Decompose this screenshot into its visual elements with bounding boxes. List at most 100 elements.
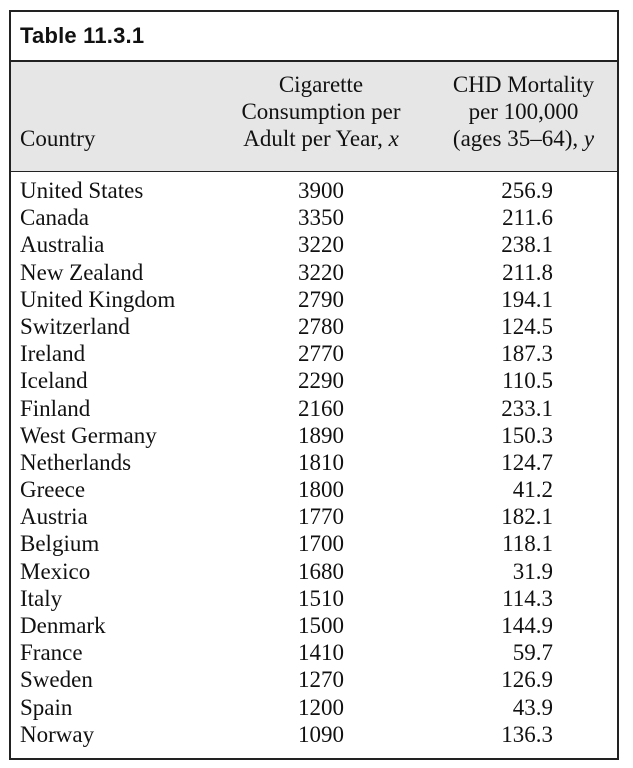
cell-country: Italy — [20, 585, 63, 611]
cell-cigarette-consumption: 1680 — [298, 558, 344, 584]
cell-chd-mortality: 256.9 — [501, 178, 553, 203]
header-chd-mortality: CHD Mortality per 100,000 (ages 35–64), … — [436, 71, 611, 152]
table-row: United Kingdom 2790 194.1 — [11, 286, 617, 313]
cell-cigarette-consumption: 1700 — [298, 531, 344, 557]
cell-chd-mortality: 238.1 — [501, 232, 553, 258]
cell-chd-mortality: 41.2 — [512, 477, 553, 503]
cell-country: West Germany — [20, 422, 157, 448]
cell-chd-mortality: 126.9 — [501, 667, 553, 693]
cell-country: France — [20, 640, 83, 666]
cell-cigarette-consumption: 1270 — [298, 667, 344, 693]
cell-chd-mortality: 144.9 — [501, 613, 553, 638]
table-row: Australia 3220 238.1 — [11, 231, 617, 258]
cell-chd-mortality: 43.9 — [512, 694, 553, 720]
table-row: Norway 1090 136.3 — [11, 721, 617, 748]
cell-cigarette-consumption: 1510 — [298, 585, 344, 611]
cell-cigarette-consumption: 2790 — [298, 286, 344, 312]
cell-country: United States — [20, 178, 144, 203]
cell-cigarette-consumption: 3900 — [298, 178, 344, 203]
cell-country: Netherlands — [20, 449, 132, 475]
header-y-variable: y — [583, 126, 595, 151]
table-row: United States 3900 256.9 — [11, 177, 617, 204]
cell-country: Spain — [20, 694, 73, 720]
table-header: Country Cigarette Consumption per Adult … — [11, 62, 617, 172]
table-body: United States 3900 256.9 Canada 3350 211.6 Aus… — [11, 177, 617, 748]
cell-chd-mortality: 150.3 — [501, 422, 553, 448]
header-y-line-2: per 100,000 — [468, 99, 579, 124]
cell-cigarette-consumption: 3220 — [298, 259, 344, 285]
table-row: Denmark 1500 144.9 — [11, 612, 617, 639]
cell-country: Finland — [20, 395, 91, 421]
cell-country: Belgium — [20, 531, 100, 557]
cell-chd-mortality: 233.1 — [501, 395, 553, 421]
cell-cigarette-consumption: 1410 — [298, 640, 344, 666]
table-title-bar: Table 11.3.1 — [11, 12, 617, 62]
cell-cigarette-consumption: 2780 — [298, 313, 344, 339]
cell-country: Ireland — [20, 341, 86, 367]
header-x-line-1: Cigarette — [278, 72, 364, 97]
cell-chd-mortality: 118.1 — [502, 531, 553, 557]
cell-chd-mortality: 124.7 — [501, 449, 553, 475]
cell-cigarette-consumption: 3350 — [298, 205, 344, 231]
cell-chd-mortality: 114.3 — [502, 585, 553, 611]
header-x-variable: x — [388, 126, 399, 151]
cell-country: United Kingdom — [20, 286, 176, 312]
table-row: Greece 1800 41.2 — [11, 476, 617, 503]
cell-cigarette-consumption: 1800 — [298, 477, 344, 503]
table-row: Sweden 1270 126.9 — [11, 666, 617, 693]
cell-country: Norway — [20, 721, 95, 747]
table-title: Table 11.3.1 — [20, 23, 145, 48]
table-row: Netherlands 1810 124.7 — [11, 449, 617, 476]
cell-chd-mortality: 59.7 — [512, 640, 553, 666]
header-y-line-3: (ages 35–64), y — [436, 125, 611, 152]
cell-cigarette-consumption: 2290 — [298, 368, 344, 394]
table-frame: Table 11.3.1 Country Cigarette Consumpti… — [9, 10, 619, 760]
table-row: Italy 1510 114.3 — [11, 585, 617, 612]
cell-country: Iceland — [20, 368, 88, 394]
cell-country: Greece — [20, 477, 86, 503]
cell-country: Switzerland — [20, 313, 130, 339]
cell-cigarette-consumption: 1890 — [298, 422, 344, 448]
cell-chd-mortality: 124.5 — [501, 313, 553, 339]
header-x-line-3: Adult per Year, x — [221, 125, 421, 152]
header-y-line-1: CHD Mortality — [452, 72, 595, 97]
cell-country: Canada — [20, 205, 89, 231]
cell-country: Austria — [20, 504, 88, 530]
cell-country: Sweden — [20, 667, 93, 693]
table-row: Ireland 2770 187.3 — [11, 340, 617, 367]
cell-chd-mortality: 211.6 — [502, 205, 553, 231]
cell-cigarette-consumption: 3220 — [298, 232, 344, 258]
table-row: Belgium 1700 118.1 — [11, 530, 617, 557]
cell-cigarette-consumption: 1500 — [298, 613, 344, 638]
cell-country: Denmark — [20, 613, 106, 638]
table-row: West Germany 1890 150.3 — [11, 422, 617, 449]
cell-cigarette-consumption: 1810 — [298, 449, 344, 475]
table-row: Switzerland 2780 124.5 — [11, 313, 617, 340]
table-row: Finland 2160 233.1 — [11, 395, 617, 422]
cell-country: New Zealand — [20, 259, 144, 285]
cell-chd-mortality: 211.8 — [502, 259, 553, 285]
cell-chd-mortality: 182.1 — [501, 504, 553, 530]
cell-chd-mortality: 187.3 — [501, 341, 553, 367]
cell-cigarette-consumption: 1090 — [298, 721, 344, 747]
cell-country: Mexico — [20, 558, 91, 584]
cell-chd-mortality: 31.9 — [512, 558, 553, 584]
cell-chd-mortality: 110.5 — [502, 368, 553, 394]
cell-cigarette-consumption: 1200 — [298, 694, 344, 720]
cell-chd-mortality: 136.3 — [501, 721, 553, 747]
table-row: New Zealand 3220 211.8 — [11, 259, 617, 286]
table-row: Canada 3350 211.6 — [11, 204, 617, 231]
header-x-line-3-text: Adult per Year, — [243, 126, 389, 151]
cell-cigarette-consumption: 1770 — [298, 504, 344, 530]
header-x-line-2: Consumption per — [241, 99, 401, 124]
table-row: Iceland 2290 110.5 — [11, 367, 617, 394]
header-y-line-3-text: (ages 35–64), — [452, 126, 584, 151]
header-country: Country — [20, 126, 96, 151]
cell-cigarette-consumption: 2770 — [298, 341, 344, 367]
cell-cigarette-consumption: 2160 — [298, 395, 344, 421]
table-row: Austria 1770 182.1 — [11, 503, 617, 530]
header-cigarette-consumption: Cigarette Consumption per Adult per Year… — [221, 71, 421, 152]
table-row: France 1410 59.7 — [11, 639, 617, 666]
table-row: Mexico 1680 31.9 — [11, 558, 617, 585]
cell-country: Australia — [20, 232, 105, 258]
